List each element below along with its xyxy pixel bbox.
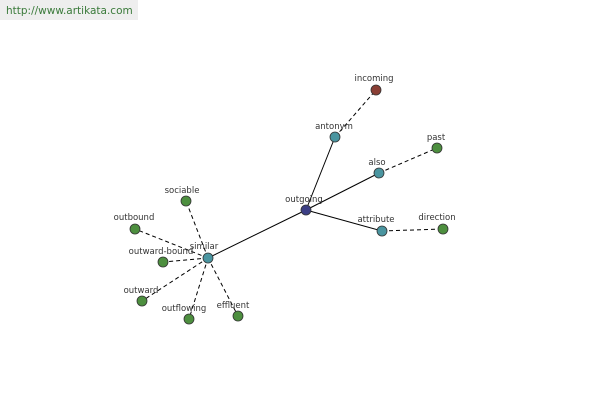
- node[interactable]: [136, 295, 148, 307]
- nodes: [129, 84, 449, 325]
- node-label: outgoing: [285, 195, 323, 205]
- node[interactable]: [431, 142, 443, 154]
- url-box: [0, 0, 138, 20]
- edge: [141, 257, 209, 302]
- node[interactable]: [232, 310, 244, 322]
- node-label: past: [427, 133, 446, 143]
- node-label: antonym: [315, 122, 353, 132]
- node-label: outflowing: [162, 304, 207, 314]
- edge: [334, 89, 377, 138]
- node[interactable]: [373, 167, 385, 179]
- node[interactable]: [329, 131, 341, 143]
- node[interactable]: [157, 256, 169, 268]
- edge: [134, 228, 209, 259]
- node-label: also: [368, 158, 385, 168]
- edge: [305, 172, 380, 211]
- edge: [162, 257, 209, 263]
- edges: [134, 89, 444, 320]
- edge: [305, 136, 336, 211]
- edge: [305, 209, 383, 232]
- node[interactable]: [183, 313, 195, 325]
- node-label: direction: [418, 213, 455, 223]
- edge: [207, 209, 307, 259]
- url: http://www.artikata.com: [6, 5, 133, 17]
- edge: [207, 257, 239, 317]
- edge: [188, 257, 209, 320]
- edge: [381, 228, 444, 232]
- node[interactable]: [437, 223, 449, 235]
- node[interactable]: [370, 84, 382, 96]
- labels: outgoing antonym incoming also past attr…: [114, 74, 456, 314]
- node[interactable]: [129, 223, 141, 235]
- edge: [185, 200, 209, 259]
- node-label: outward-bound: [129, 247, 194, 257]
- node-label: attribute: [357, 215, 394, 225]
- node-label: similar: [190, 242, 219, 252]
- node[interactable]: [180, 195, 192, 207]
- node[interactable]: [376, 225, 388, 237]
- node[interactable]: [300, 204, 312, 216]
- node-label: sociable: [165, 186, 200, 196]
- node[interactable]: [202, 252, 214, 264]
- edge: [378, 147, 438, 174]
- node-label: outward: [124, 286, 159, 296]
- node-label: effluent: [217, 301, 250, 311]
- node-label: outbound: [114, 213, 155, 223]
- node-label: incoming: [354, 74, 393, 84]
